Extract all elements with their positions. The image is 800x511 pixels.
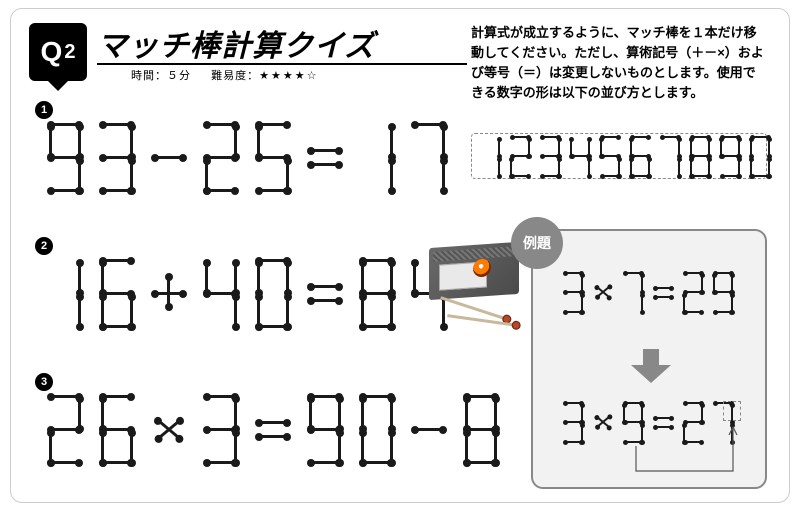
digit-2 [508,135,532,179]
digit-9 [45,121,85,195]
question-number: 2 [35,237,53,255]
example-box: 例題 [531,229,767,489]
digit-2 [201,121,241,195]
matchbox-illustration [429,245,519,297]
digit-7 [409,121,449,195]
digit-5 [598,135,622,179]
digit-8 [357,257,397,331]
digit-0 [748,135,772,179]
move-path-arrow [533,231,769,491]
digit-3 [538,135,562,179]
digits-reference-row [478,135,778,179]
operator-= [305,257,345,331]
difficulty-label: 難易度： [211,70,259,82]
operator-= [305,121,345,195]
digit-6 [97,393,137,467]
digit-6 [628,135,652,179]
time-value: ５分 [167,70,191,82]
operator-- [409,393,449,467]
operator-= [253,393,293,467]
equation-row-1 [45,121,461,195]
badge-number: 2 [64,41,75,64]
digit-4 [568,135,592,179]
digit-7 [658,135,682,179]
question-number: 1 [35,101,53,119]
time-label: 時間： [131,70,167,82]
digit-4 [201,257,241,331]
digit-9 [718,135,742,179]
digit-8 [461,393,501,467]
equation-row-3 [45,393,513,467]
digit-6 [97,257,137,331]
question-badge: Q 2 [29,23,87,81]
instructions-text: 計算式が成立するように、マッチ棒を１本だけ移動してください。ただし、算術記号（＋… [471,23,767,104]
digit-3 [97,121,137,195]
difficulty-stars: ★★★★☆ [259,70,318,82]
title-underline [97,63,467,65]
digit-9 [305,393,345,467]
operator-- [149,121,189,195]
digit-1 [357,121,397,195]
operator-x [149,393,189,467]
sub-info: 時間：５分 難易度：★★★★☆ [131,67,318,83]
digit-5 [253,121,293,195]
digit-3 [201,393,241,467]
digits-reference-box [471,133,767,179]
operator-+ [149,257,189,331]
digit-2 [45,393,85,467]
digit-0 [357,393,397,467]
digit-1 [45,257,85,331]
digit-1 [478,135,502,179]
badge-letter: Q [41,36,63,68]
page-title: マッチ棒計算クイズ [97,21,375,65]
question-number: 3 [35,373,53,391]
equation-row-2 [45,257,461,331]
puzzle-card: Q 2 マッチ棒計算クイズ 時間：５分 難易度：★★★★☆ 計算式が成立するよう… [10,8,790,503]
digit-8 [688,135,712,179]
digit-0 [253,257,293,331]
